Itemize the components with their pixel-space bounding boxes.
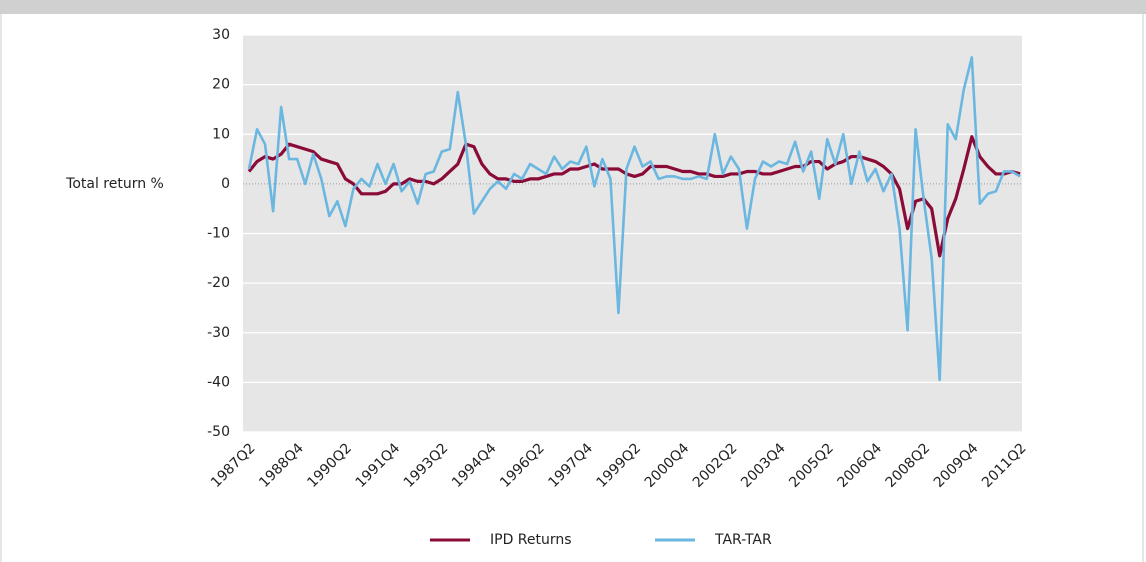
legend-label: IPD Returns [490,532,572,548]
x-tick-label: 1994Q4 [449,440,500,491]
x-tick-label: 1997Q4 [545,440,596,491]
x-tick-label: 2003Q4 [738,440,789,491]
header-bar [0,0,1146,14]
x-tick-label: 1993Q2 [401,440,452,491]
y-tick-label: -50 [207,424,230,440]
x-tick-label: 1990Q2 [304,440,355,491]
y-tick-label: 30 [212,27,230,43]
x-tick-label: 2008Q2 [883,440,934,491]
y-tick-label: -30 [207,325,230,341]
x-tick-label: 1991Q4 [353,440,404,491]
x-tick-label: 2000Q4 [642,440,693,491]
y-tick-label: -10 [207,226,230,242]
x-tick-label: 1987Q2 [208,440,259,491]
x-tick-label: 1996Q2 [497,440,548,491]
legend-label: TAR-TAR [714,532,772,548]
x-tick-label: 2009Q4 [931,440,982,491]
y-tick-label: -40 [207,374,230,390]
y-tick-label: 20 [212,77,230,93]
series-line [247,56,1021,382]
x-tick-label: 2005Q2 [786,440,837,491]
x-tick-label: 2006Q4 [834,440,885,491]
x-tick-label: 2002Q2 [690,440,741,491]
x-tick-label: 1999Q2 [594,440,645,491]
x-tick-label: 1988Q4 [256,440,307,491]
y-axis-label: Total return % [65,176,164,192]
x-tick-label: 2011Q2 [979,440,1030,491]
y-tick-label: -20 [207,275,230,291]
y-tick-label: 0 [221,176,230,192]
y-tick-label: 10 [212,126,230,142]
